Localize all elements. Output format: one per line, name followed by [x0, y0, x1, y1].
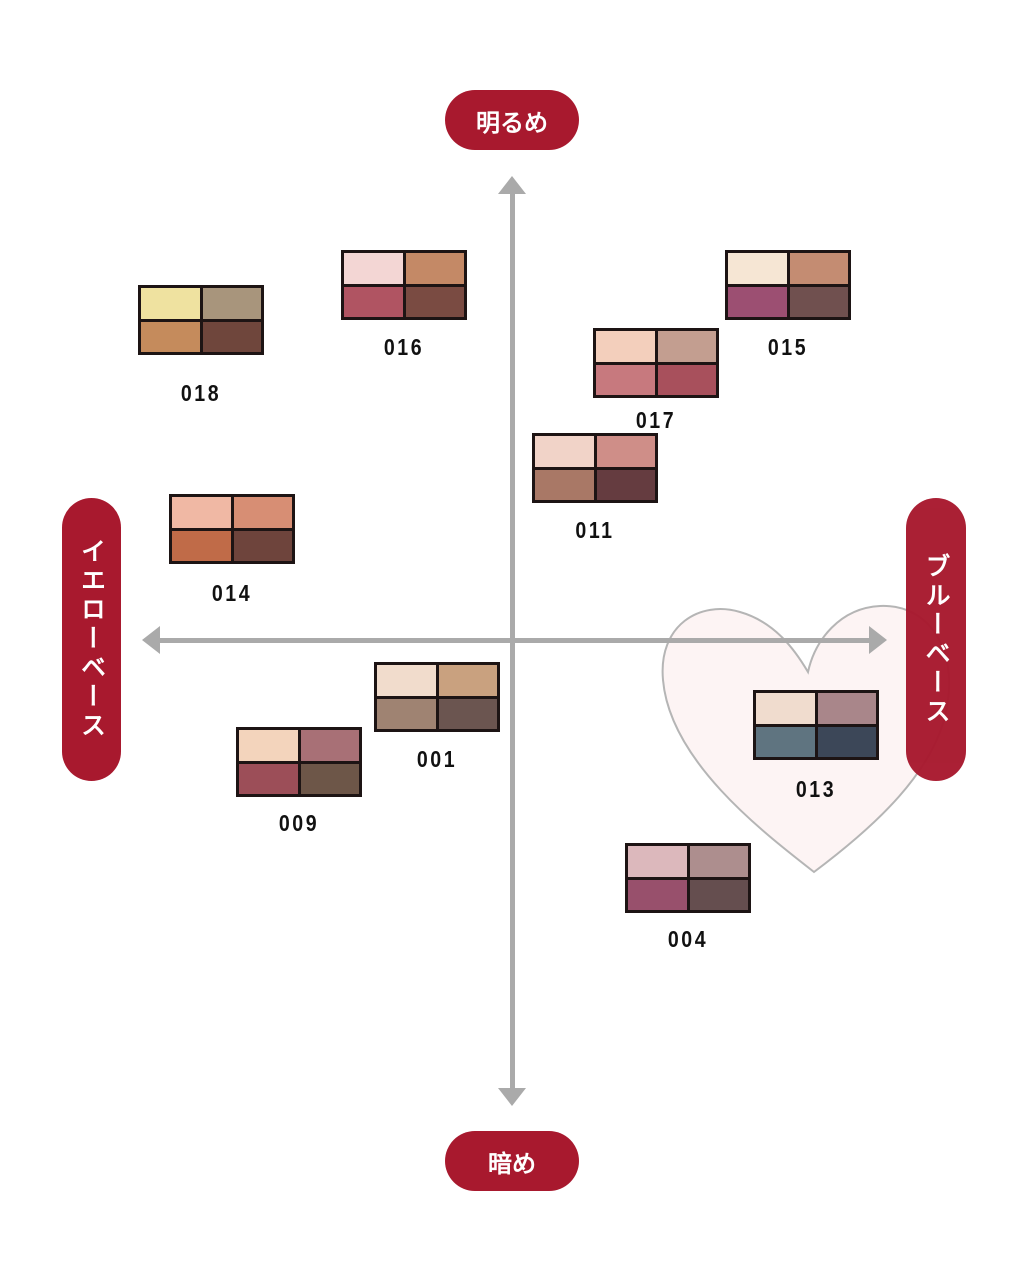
shade-pan: [728, 286, 787, 317]
palette-001: [374, 662, 500, 732]
shade-pan: [628, 879, 687, 910]
shade-pan: [596, 469, 655, 500]
palette-label: 011: [575, 517, 615, 543]
shade-pan: [596, 331, 655, 362]
palette-014: [169, 494, 295, 564]
palette-label: 016: [383, 334, 425, 360]
shade-pan: [377, 698, 436, 729]
shade-pan: [817, 693, 876, 724]
arrow-down-icon: [498, 1088, 526, 1106]
palette-label: 009: [278, 810, 320, 836]
axis-label-top: 明るめ: [445, 90, 579, 150]
axis-label-bottom: 暗め: [445, 1131, 579, 1191]
palette-label: 004: [667, 926, 709, 952]
shade-pan: [535, 436, 594, 467]
palette-011: [532, 433, 658, 503]
palette-004: [625, 843, 751, 913]
shade-pan: [141, 321, 200, 352]
shade-pan: [596, 364, 655, 395]
shade-pan: [438, 698, 497, 729]
shade-pan: [657, 364, 716, 395]
shade-pan: [141, 288, 200, 319]
arrow-up-icon: [498, 176, 526, 194]
shade-pan: [172, 530, 231, 561]
shade-pan: [233, 497, 292, 528]
shade-pan: [628, 846, 687, 877]
shade-pan: [377, 665, 436, 696]
shade-pan: [535, 469, 594, 500]
palette-label: 013: [795, 776, 837, 802]
palette-label: 001: [416, 746, 458, 772]
shade-pan: [756, 726, 815, 757]
shade-pan: [300, 730, 359, 761]
palette-label: 017: [635, 407, 677, 433]
palette-label: 018: [180, 380, 222, 406]
shade-pan: [172, 497, 231, 528]
palette-015: [725, 250, 851, 320]
shade-pan: [728, 253, 787, 284]
palette-013: [753, 690, 879, 760]
shade-pan: [344, 286, 403, 317]
shade-pan: [202, 321, 261, 352]
palette-017: [593, 328, 719, 398]
shade-pan: [202, 288, 261, 319]
palette-016: [341, 250, 467, 320]
shade-pan: [438, 665, 497, 696]
shade-pan: [405, 253, 464, 284]
palette-009: [236, 727, 362, 797]
shade-pan: [596, 436, 655, 467]
shade-pan: [405, 286, 464, 317]
axis-label-right: ブルーベース: [906, 498, 966, 781]
palette-label: 015: [767, 334, 809, 360]
shade-pan: [233, 530, 292, 561]
shade-pan: [789, 253, 848, 284]
shade-pan: [689, 879, 748, 910]
shade-pan: [789, 286, 848, 317]
shade-pan: [300, 763, 359, 794]
horizontal-axis: [155, 638, 873, 643]
shade-pan: [344, 253, 403, 284]
palette-label: 014: [211, 580, 253, 606]
shade-pan: [689, 846, 748, 877]
axis-label-left: イエローベース: [62, 498, 121, 781]
arrow-left-icon: [142, 626, 160, 654]
shade-pan: [239, 763, 298, 794]
shade-pan: [239, 730, 298, 761]
shade-pan: [657, 331, 716, 362]
arrow-right-icon: [869, 626, 887, 654]
palette-018: [138, 285, 264, 355]
shade-pan: [817, 726, 876, 757]
shade-pan: [756, 693, 815, 724]
